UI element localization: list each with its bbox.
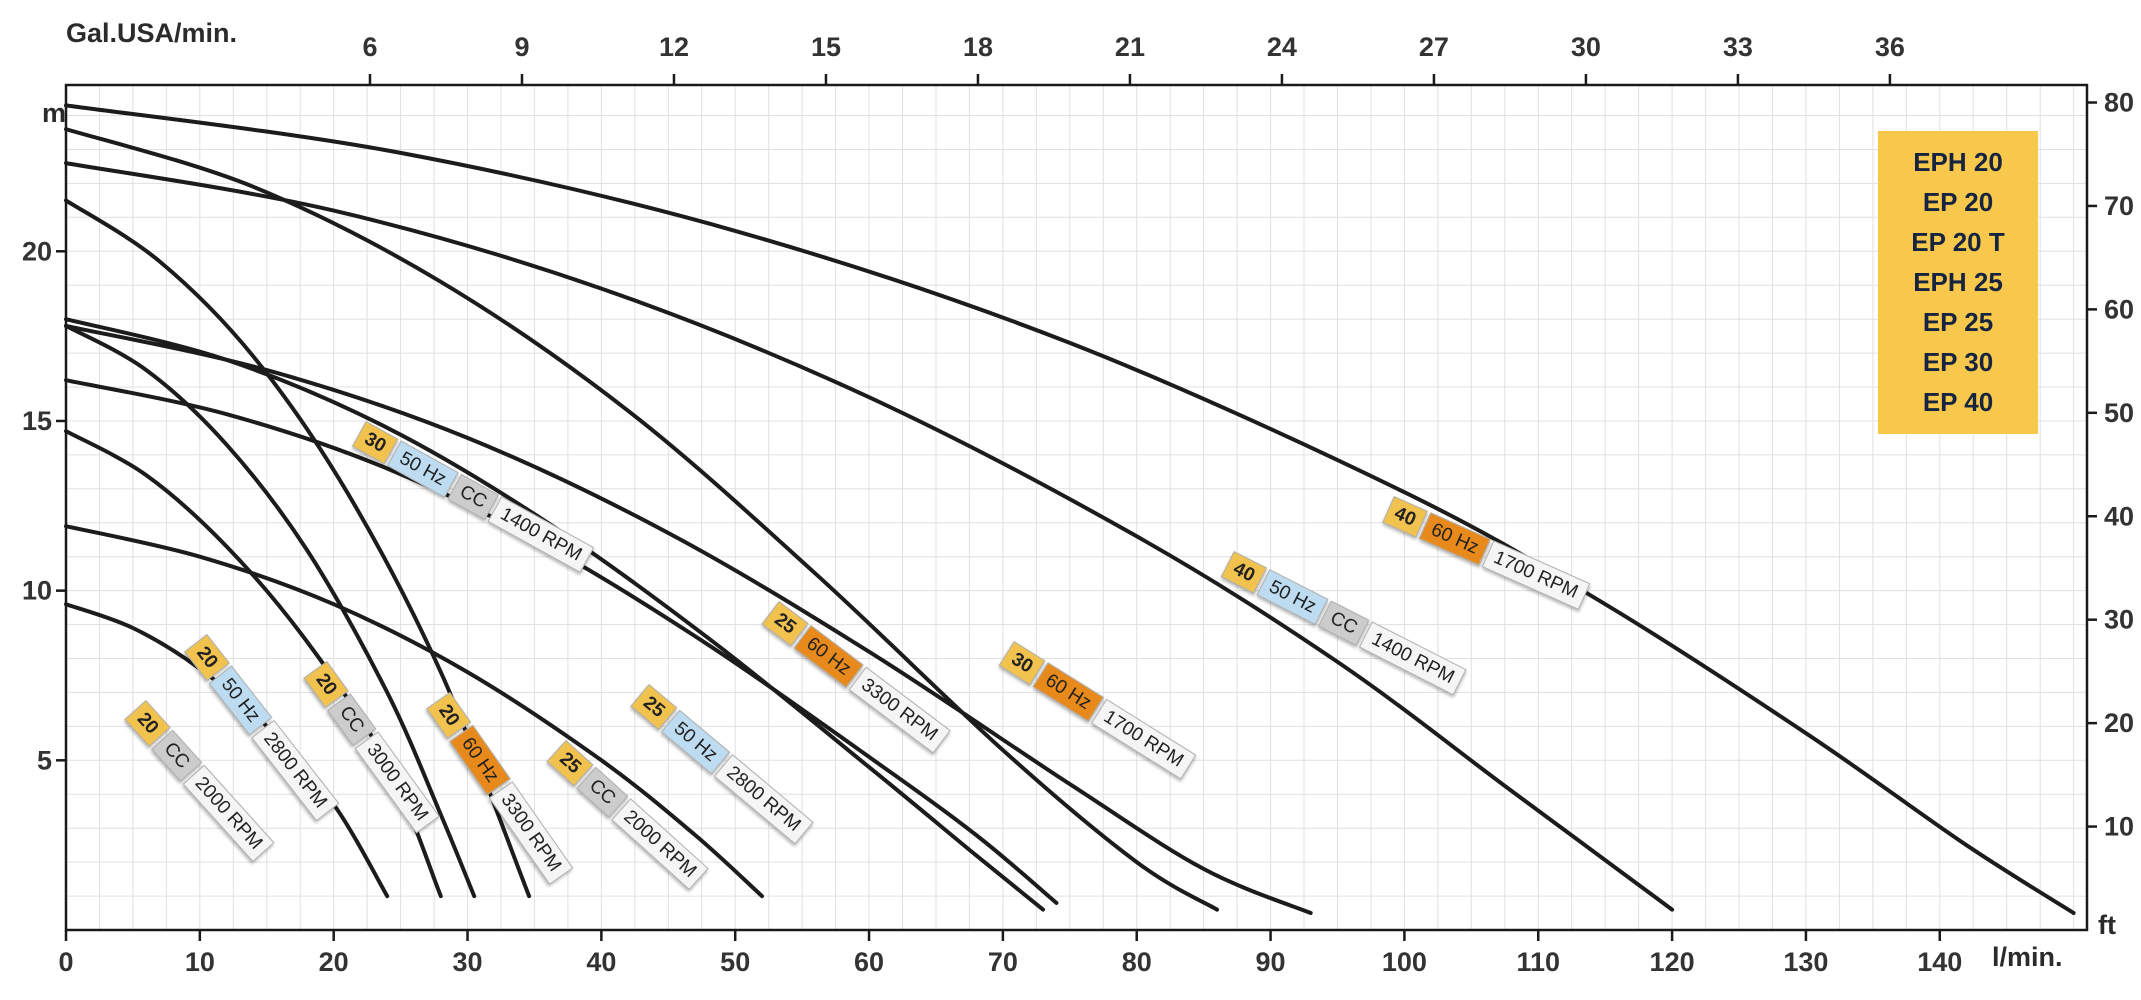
- legend-item: EPH 20: [1913, 147, 2003, 177]
- x-tick-label-top: 24: [1267, 32, 1297, 62]
- x-tick-label-bottom: 10: [185, 947, 215, 977]
- legend-item: EP 40: [1922, 387, 1994, 417]
- curve-20-cc-2000-rpm: [64, 602, 390, 899]
- curve-30-50-hz-cc-1400-rpm: [64, 378, 1059, 905]
- axis-ticks: 0 10 20 30 40 50 60 70 80 90 100 110 120 130 140 6 9 12 15…: [22, 32, 2134, 977]
- y-tick-label-right: 60: [2104, 294, 2134, 324]
- x-tick-label-bottom: 140: [1917, 947, 1962, 977]
- curve-40-50-hz-cc-1400-rpm: [64, 161, 1675, 912]
- x-tick-label-bottom: 70: [988, 947, 1018, 977]
- curve-25-50-hz-2800-rpm: [64, 317, 1045, 912]
- y-tick-label-right: 50: [2104, 398, 2134, 428]
- y-tick-label-right: 10: [2104, 812, 2134, 842]
- x-tick-label-bottom: 50: [720, 947, 750, 977]
- x-tick-label-top: 33: [1723, 32, 1753, 62]
- y-tick-label-left: 20: [22, 236, 52, 266]
- x-tick-label-bottom: 20: [319, 947, 349, 977]
- curve-25-60-hz-3300-rpm: [64, 127, 1219, 912]
- y-tick-label-left: 15: [22, 406, 52, 436]
- legend-item: EP 30: [1922, 347, 1994, 377]
- gridlines: [66, 85, 2087, 930]
- x-tick-label-top: 21: [1115, 32, 1145, 62]
- curve-30-60-hz-1700-rpm: [64, 323, 1313, 915]
- x-tick-label-bottom: 130: [1783, 947, 1828, 977]
- bottom-axis-title: l/min.: [1992, 942, 2063, 972]
- legend-item: EP 25: [1922, 307, 1994, 337]
- plot-border: [64, 83, 2089, 932]
- top-axis-title: Gal.USA/min.: [66, 18, 238, 48]
- x-tick-label-bottom: 80: [1122, 947, 1152, 977]
- legend-item: EPH 25: [1913, 267, 2003, 297]
- curve-20-60-hz-3300-rpm: [64, 198, 532, 899]
- x-tick-label-top: 27: [1419, 32, 1449, 62]
- x-tick-label-bottom: 120: [1650, 947, 1695, 977]
- x-tick-label-bottom: 60: [854, 947, 884, 977]
- x-tick-label-bottom: 90: [1256, 947, 1286, 977]
- x-tick-label-bottom: 110: [1516, 947, 1560, 977]
- x-tick-label-bottom: 40: [586, 947, 616, 977]
- curve-25-cc-2000-rpm: [64, 524, 764, 899]
- y-tick-label-right: 30: [2104, 605, 2134, 635]
- legend-item: EP 20 T: [1911, 227, 2005, 257]
- y-tick-label-right: 40: [2104, 501, 2134, 531]
- x-tick-label-bottom: 30: [452, 947, 482, 977]
- x-tick-label-bottom: 100: [1382, 947, 1427, 977]
- legend-item: EP 20: [1922, 187, 1994, 217]
- y-tick-label-left: 5: [37, 745, 52, 775]
- curve-20-50-hz-2800-rpm: [64, 429, 443, 899]
- legend-box: EPH 20 EP 20 EP 20 T EPH 25 EP 25 EP 30 EP 40: [1878, 131, 2038, 434]
- x-tick-label-top: 12: [659, 32, 689, 62]
- x-tick-label-top: 30: [1571, 32, 1601, 62]
- x-tick-label-bottom: 0: [58, 947, 73, 977]
- y-tick-label-right: 20: [2104, 708, 2134, 738]
- x-tick-label-top: 18: [963, 32, 993, 62]
- left-axis-title: m: [42, 98, 67, 128]
- right-axis-title: ft: [2098, 910, 2116, 940]
- x-tick-label-top: 9: [514, 32, 529, 62]
- y-tick-label-right: 80: [2104, 88, 2134, 118]
- x-tick-label-top: 15: [811, 32, 841, 62]
- curve-40-60-hz-1700-rpm: [64, 103, 2076, 915]
- y-tick-label-left: 10: [22, 576, 52, 606]
- x-tick-label-top: 36: [1875, 32, 1905, 62]
- x-tick-label-top: 6: [362, 32, 377, 62]
- y-tick-label-right: 70: [2104, 191, 2134, 221]
